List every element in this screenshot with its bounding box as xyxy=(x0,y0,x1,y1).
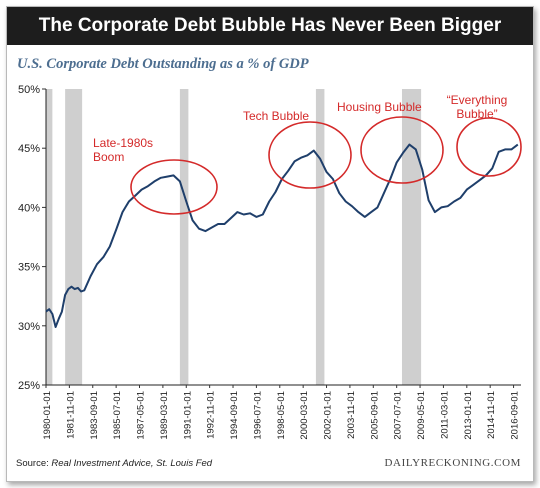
annotation-label-1: Tech Bubble xyxy=(243,109,309,123)
x-tick-label-7: 1992-11-01 xyxy=(206,391,217,439)
annotation-circle-1 xyxy=(268,121,352,189)
y-tick-label-1: 30% xyxy=(18,321,40,333)
x-tick-label-19: 2014-11-01 xyxy=(486,391,497,439)
recession-band-4 xyxy=(401,89,422,385)
chart-subtitle: U.S. Corporate Debt Outstanding as a % o… xyxy=(17,56,309,72)
recession-band-0 xyxy=(46,89,53,385)
x-tick-label-8: 1994-09-01 xyxy=(229,391,240,440)
recession-band-1 xyxy=(65,89,83,385)
annotation-label-2: Housing Bubble xyxy=(337,100,422,114)
annotation-line-1-0: Tech Bubble xyxy=(243,109,309,123)
x-tick-label-0: 1980-01-01 xyxy=(42,391,53,440)
recession-band-2 xyxy=(179,89,189,385)
x-tick-label-10: 1998-05-01 xyxy=(276,391,287,440)
y-tick-label-2: 35% xyxy=(18,262,40,274)
annotation-line-2-0: Housing Bubble xyxy=(337,100,422,114)
annotation-label-0: Late-1980s Boom xyxy=(93,136,153,164)
annotation-line-3-1: Bubble” xyxy=(456,107,497,121)
y-tick-label-0: 25% xyxy=(18,380,40,392)
x-tick-label-11: 2000-03-01 xyxy=(299,391,310,440)
annotation-line-0-0: Late-1980s xyxy=(93,136,153,150)
recession-band-3 xyxy=(315,89,325,385)
x-tick-label-12: 2002-01-01 xyxy=(323,391,334,440)
y-tick-label-5: 50% xyxy=(18,84,40,96)
source-label: Source: xyxy=(16,458,49,469)
x-tick-label-3: 1985-07-01 xyxy=(112,391,123,440)
annotation-circle-3 xyxy=(456,117,522,177)
x-tick-label-4: 1987-05-01 xyxy=(136,391,147,440)
x-tick-label-1: 1981-11-01 xyxy=(65,391,76,439)
x-tick-label-13: 2003-11-01 xyxy=(346,391,357,439)
x-tick-label-20: 2016-09-01 xyxy=(510,391,521,440)
annotation-label-3: “Everything Bubble” xyxy=(447,93,508,121)
x-tick-label-5: 1989-03-01 xyxy=(159,391,170,440)
y-tick-label-4: 45% xyxy=(18,143,40,155)
chart-frame: The Corporate Debt Bubble Has Never Been… xyxy=(6,6,534,482)
chart-title: The Corporate Debt Bubble Has Never Been… xyxy=(38,15,502,36)
annotation-line-3-0: “Everything xyxy=(447,93,508,107)
x-tick-label-18: 2013-01-01 xyxy=(463,391,474,440)
series-line-corporate-debt xyxy=(45,143,519,328)
x-tick-label-9: 1996-07-01 xyxy=(252,391,263,440)
x-tick-label-14: 2005-09-01 xyxy=(369,391,380,440)
source-note: Source: Real Investment Advice, St. Loui… xyxy=(16,458,212,469)
y-tick-label-3: 40% xyxy=(18,202,40,214)
x-tick-label-2: 1983-09-01 xyxy=(89,391,100,440)
source-text: Real Investment Advice, St. Louis Fed xyxy=(51,458,213,469)
annotation-line-0-1: Boom xyxy=(93,150,124,164)
line-chart: 25% 30% 35% 40% 45% 50% 1980-01-01 1981-11-01 19… xyxy=(18,84,522,440)
brand-logo-text: DAILYRECKONING.COM xyxy=(384,457,521,469)
annotation-circle-2 xyxy=(360,116,444,184)
x-tick-label-15: 2007-07-01 xyxy=(393,391,404,440)
header-bar: The Corporate Debt Bubble Has Never Been… xyxy=(7,7,533,45)
x-tick-label-17: 2011-03-01 xyxy=(439,391,450,439)
x-tick-label-6: 1991-01-01 xyxy=(182,391,193,440)
annotation-circle-0 xyxy=(130,159,218,215)
x-tick-label-16: 2009-05-01 xyxy=(416,391,427,440)
